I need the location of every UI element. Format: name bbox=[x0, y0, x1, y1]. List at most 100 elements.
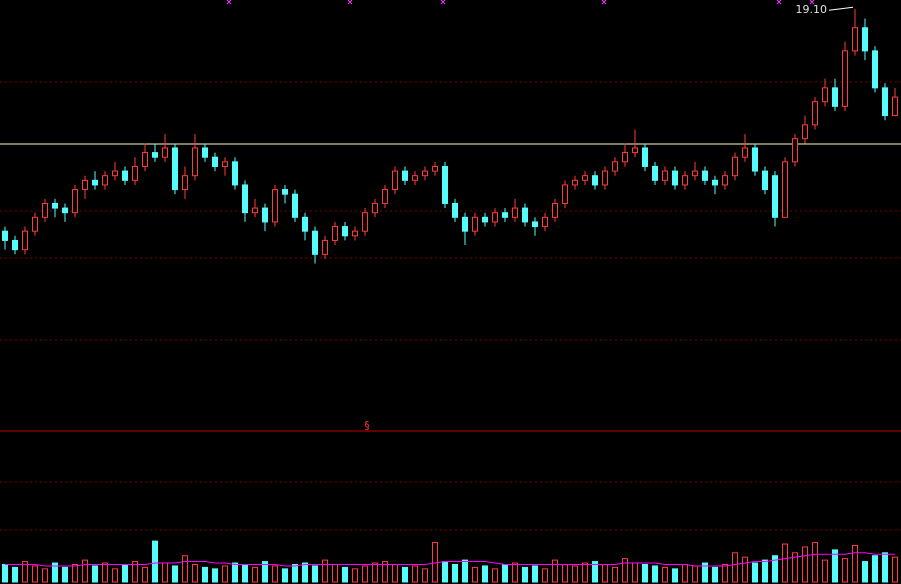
volume-bar bbox=[712, 566, 718, 583]
candle-body bbox=[142, 152, 148, 167]
volume-bar bbox=[212, 568, 218, 583]
volume-bar bbox=[362, 565, 368, 583]
volume-bar bbox=[22, 561, 28, 583]
volume-bar bbox=[292, 563, 298, 583]
candle-body bbox=[502, 212, 508, 218]
volume-bar bbox=[522, 566, 528, 583]
candle-body bbox=[302, 216, 308, 232]
volume-bar bbox=[462, 559, 468, 583]
candle-body bbox=[42, 202, 48, 218]
candle-body bbox=[692, 170, 698, 177]
candle-body bbox=[352, 230, 358, 237]
volume-bar bbox=[852, 545, 858, 583]
candle-body bbox=[32, 216, 38, 232]
candle-body bbox=[182, 175, 188, 191]
candle-body bbox=[202, 147, 208, 158]
volume-ma-line bbox=[5, 552, 895, 567]
volume-bar bbox=[262, 561, 268, 583]
volume-bar bbox=[692, 565, 698, 583]
candle-body bbox=[2, 230, 8, 241]
candle-body bbox=[822, 87, 828, 103]
candle-body bbox=[672, 170, 678, 186]
candle-body bbox=[652, 165, 658, 181]
volume-bar bbox=[862, 561, 868, 583]
volume-bar bbox=[882, 552, 888, 583]
volume-bar bbox=[642, 563, 648, 583]
candle-body bbox=[632, 147, 638, 154]
candle-body bbox=[172, 147, 178, 191]
candle-body bbox=[412, 175, 418, 181]
candle-body bbox=[682, 175, 688, 186]
candle-body bbox=[372, 202, 378, 214]
volume-bar bbox=[242, 563, 248, 583]
volume-bar bbox=[612, 566, 618, 583]
volume-bar bbox=[772, 555, 778, 583]
volume-bar bbox=[12, 566, 18, 583]
volume-bar bbox=[202, 566, 208, 583]
volume-bar bbox=[122, 563, 128, 583]
volume-bar bbox=[622, 558, 628, 583]
candle-body bbox=[552, 202, 558, 218]
volume-bar bbox=[412, 565, 418, 583]
candle-body bbox=[492, 212, 498, 223]
candle-body bbox=[782, 161, 788, 218]
volume-bar bbox=[72, 563, 78, 583]
candle-body bbox=[842, 50, 848, 107]
candle-body bbox=[582, 175, 588, 181]
volume-bar bbox=[742, 556, 748, 583]
volume-bar bbox=[582, 562, 588, 583]
volume-bar bbox=[342, 566, 348, 583]
volume-bar bbox=[62, 566, 68, 583]
candle-body bbox=[852, 27, 858, 52]
candle-body bbox=[882, 87, 888, 117]
candle-body bbox=[232, 161, 238, 186]
volume-bar bbox=[472, 566, 478, 583]
volume-bar bbox=[442, 561, 448, 583]
candle-body bbox=[772, 175, 778, 218]
volume-bar bbox=[802, 546, 808, 583]
candle-body bbox=[752, 147, 758, 172]
candle-body bbox=[62, 207, 68, 214]
candle-body bbox=[122, 170, 128, 181]
volume-bar bbox=[322, 559, 328, 583]
volume-bar bbox=[562, 563, 568, 583]
candle-body bbox=[732, 156, 738, 177]
high-label: 19.10 bbox=[796, 3, 828, 16]
volume-bar bbox=[52, 562, 58, 583]
candle-body bbox=[742, 147, 748, 158]
volume-bar bbox=[92, 565, 98, 583]
volume-bar bbox=[552, 559, 558, 583]
candle-body bbox=[602, 170, 608, 186]
event-markers bbox=[226, 0, 815, 5]
candle-body bbox=[452, 202, 458, 218]
volume-bar bbox=[792, 552, 798, 583]
candle-body bbox=[112, 170, 118, 177]
candle-body bbox=[22, 230, 28, 251]
candle-body bbox=[362, 212, 368, 232]
volume-bar bbox=[392, 563, 398, 583]
candle-body bbox=[282, 189, 288, 195]
volume-bar bbox=[352, 568, 358, 583]
candle-body bbox=[132, 165, 138, 181]
volume-bar bbox=[232, 562, 238, 583]
candle-body bbox=[762, 170, 768, 191]
candle-body bbox=[192, 147, 198, 177]
candle-body bbox=[222, 161, 228, 167]
volume-bar bbox=[512, 562, 518, 583]
volume-bar bbox=[272, 565, 278, 583]
volume-bar bbox=[812, 542, 818, 583]
volume-bar bbox=[892, 556, 898, 583]
candle-body bbox=[472, 216, 478, 232]
candle-body bbox=[562, 184, 568, 204]
candle-body bbox=[812, 101, 818, 126]
volume-bar bbox=[502, 563, 508, 583]
candle-body bbox=[242, 184, 248, 214]
volume-bar bbox=[172, 565, 178, 583]
volume-bar bbox=[672, 568, 678, 583]
volume-bar bbox=[722, 563, 728, 583]
volume-bar bbox=[252, 566, 258, 583]
volume-bar bbox=[332, 563, 338, 583]
candle-body bbox=[402, 170, 408, 181]
volume-bar bbox=[682, 563, 688, 583]
volume-bar bbox=[222, 565, 228, 583]
